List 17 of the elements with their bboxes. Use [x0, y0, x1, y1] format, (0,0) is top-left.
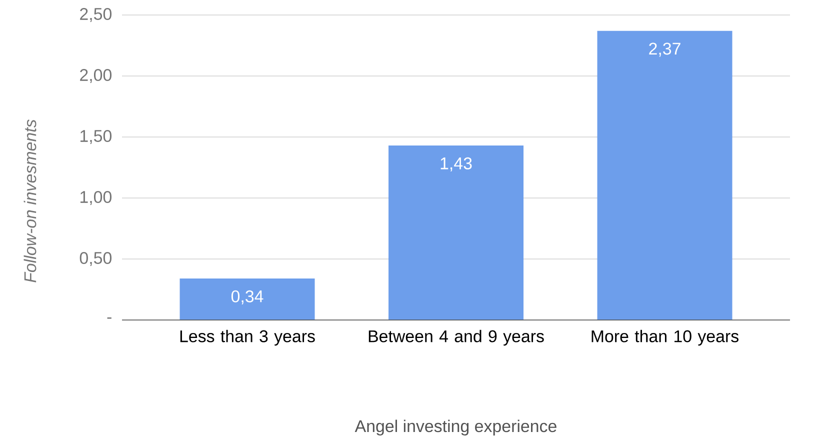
y-tick-label: 2,00 — [80, 68, 112, 83]
bar — [388, 146, 524, 320]
bar — [180, 278, 315, 320]
y-tick-label: 2,50 — [80, 8, 112, 22]
y-tick-label: 1,50 — [80, 130, 112, 144]
x-tick-label: More than 10 years — [592, 330, 738, 346]
data-label: 2,37 — [649, 42, 680, 57]
y-tick-label: - — [107, 317, 112, 319]
data-label: 0,34 — [231, 290, 264, 304]
x-axis-title: Angel investing experience — [354, 420, 556, 436]
y-axis-title: Follow-on invesments — [24, 120, 36, 282]
data-label: 1,43 — [440, 157, 472, 172]
y-tick-label: 1,00 — [80, 190, 112, 205]
bar — [597, 30, 732, 320]
x-tick-label: Between 4 and 9 years — [368, 330, 544, 346]
y-tick-label: 0,50 — [80, 252, 112, 266]
x-tick-label: Less than 3 years — [180, 330, 315, 346]
